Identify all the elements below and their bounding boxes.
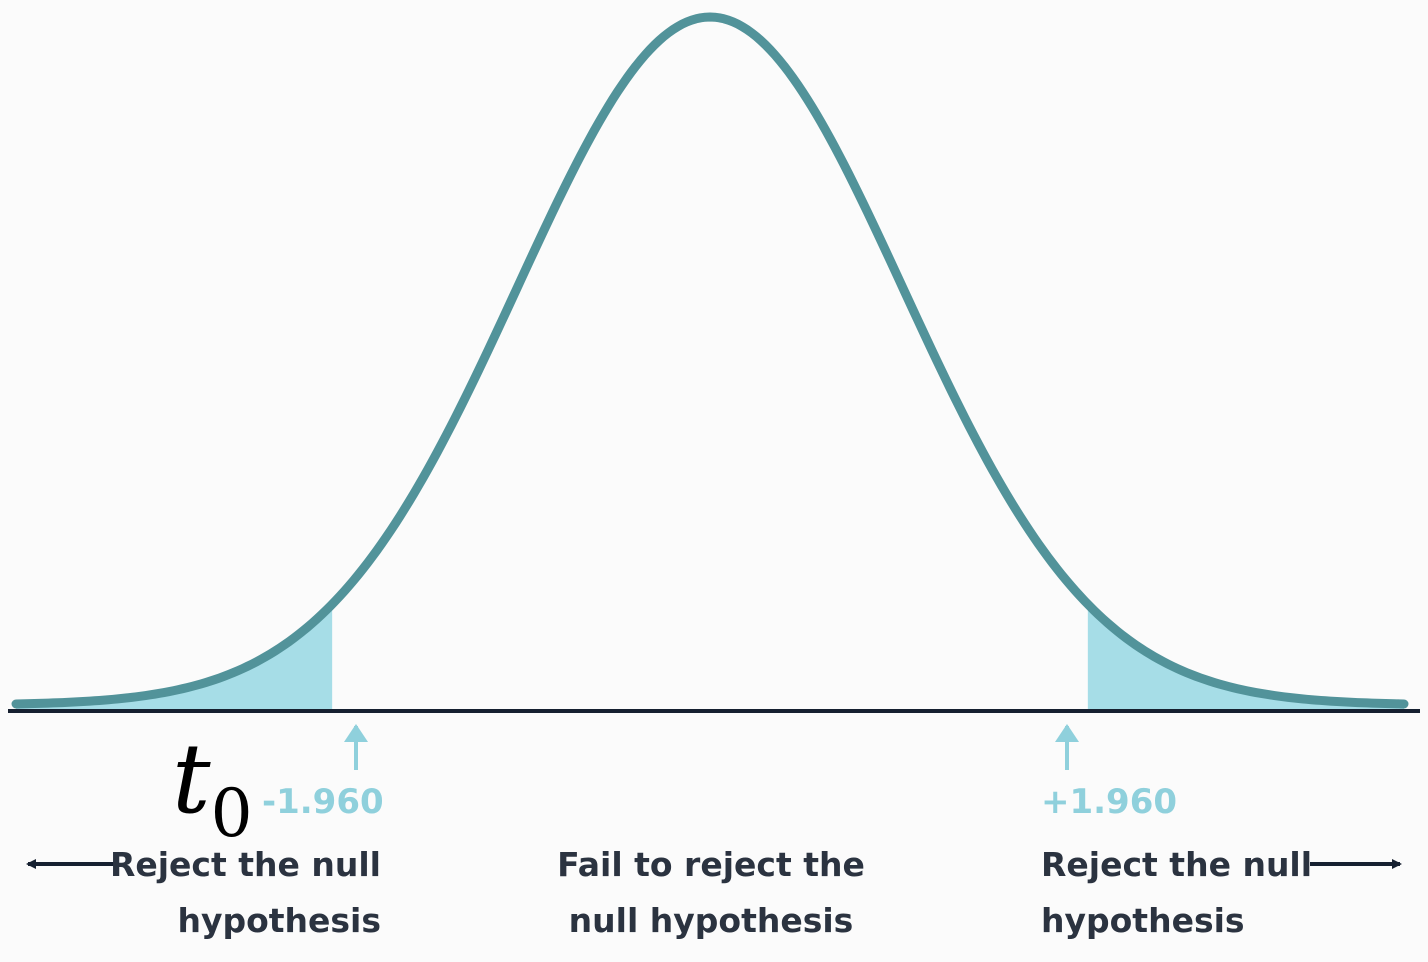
up-arrow-head-icon xyxy=(344,724,368,742)
bell-curve xyxy=(11,12,1409,709)
tail-left xyxy=(16,604,333,709)
region-left-line1: Reject the null xyxy=(110,845,381,884)
region-left-line2: hypothesis xyxy=(177,901,381,940)
test-statistic-label: t0 xyxy=(172,723,253,852)
region-center-line1: Fail to reject the xyxy=(557,845,865,884)
rejection-regions xyxy=(16,604,1404,709)
region-center-line2: null hypothesis xyxy=(569,901,854,940)
region-label-left: Reject the null hypothesis xyxy=(26,845,381,940)
tail-right xyxy=(1087,604,1404,709)
critical-value-right: +1.960 xyxy=(1041,782,1177,822)
critical-marker-left: -1.960 xyxy=(262,724,384,822)
region-label-right: Reject the null hypothesis xyxy=(1041,845,1402,940)
region-right-line2: hypothesis xyxy=(1041,901,1245,940)
up-arrow-head-icon xyxy=(1055,724,1079,742)
critical-marker-right: +1.960 xyxy=(1041,724,1177,822)
region-label-center: Fail to reject the null hypothesis xyxy=(557,845,865,940)
critical-value-left: -1.960 xyxy=(262,782,384,822)
region-right-line1: Reject the null xyxy=(1041,845,1312,884)
